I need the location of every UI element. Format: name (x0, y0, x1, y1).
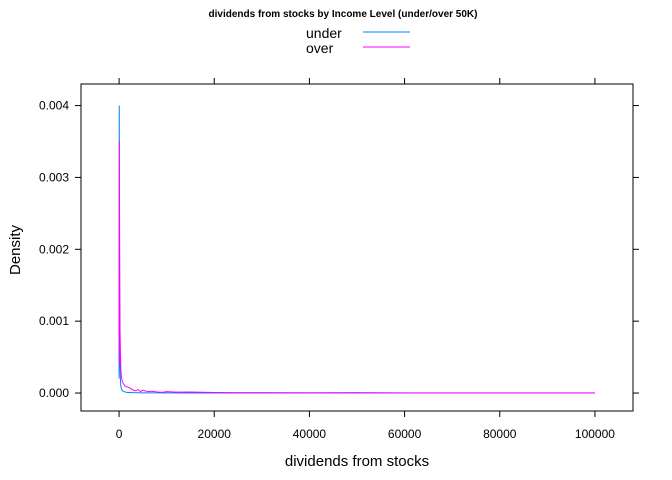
x-tick-label: 0 (116, 427, 123, 441)
x-tick-label: 20000 (198, 427, 232, 441)
y-axis-label: Density (7, 224, 24, 275)
x-axis: 0 20000 40000 60000 80000 100000 (116, 78, 615, 441)
chart-title: dividends from stocks by Income Level (u… (209, 9, 478, 20)
series-line-under (118, 105, 595, 394)
legend-label-over: over (306, 40, 334, 56)
legend-label-under: under (306, 25, 342, 41)
x-tick-label: 80000 (483, 427, 517, 441)
y-tick-label: 0.002 (39, 242, 69, 256)
y-tick-label: 0.000 (39, 386, 69, 400)
y-tick-label: 0.004 (39, 99, 69, 113)
y-tick-label: 0.003 (39, 170, 69, 184)
series-line-over (118, 141, 595, 394)
x-tick-label: 40000 (293, 427, 327, 441)
y-tick-label: 0.001 (39, 314, 69, 328)
plot-frame (80, 83, 634, 412)
x-tick-label: 60000 (388, 427, 422, 441)
y-axis: 0.000 0.001 0.002 0.003 0.004 (39, 99, 639, 400)
x-axis-label: dividends from stocks (285, 453, 429, 470)
series-lines (118, 105, 595, 394)
x-tick-label: 100000 (575, 427, 615, 441)
